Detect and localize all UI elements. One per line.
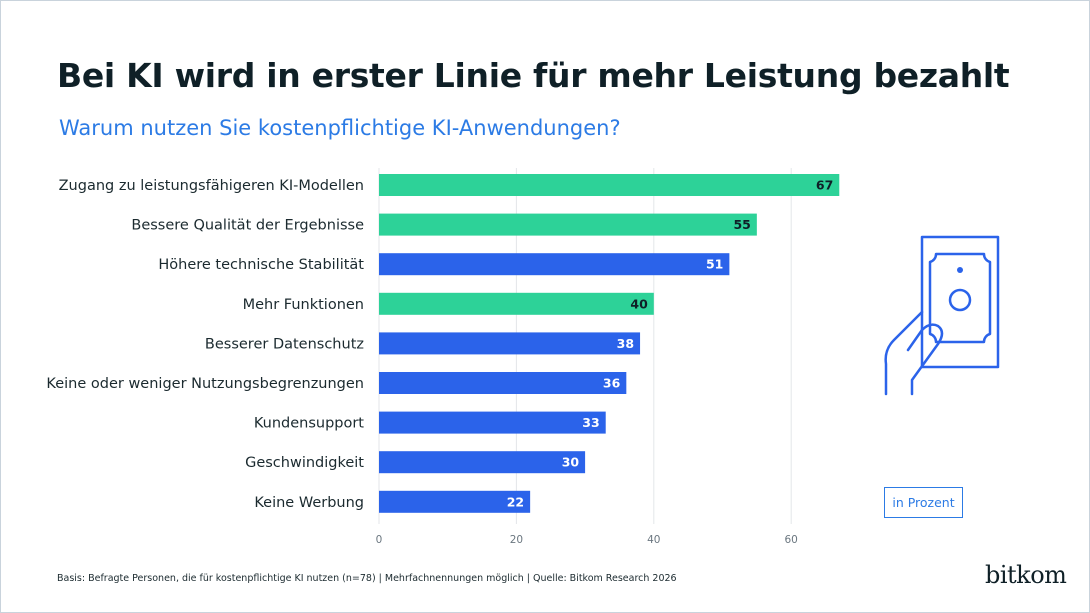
category-label: Bessere Qualität der Ergebnisse [131, 218, 364, 234]
category-label: Keine Werbung [254, 495, 364, 511]
source-footnote: Basis: Befragte Personen, die für kosten… [57, 573, 677, 584]
unit-label: in Prozent [884, 487, 963, 518]
bar [379, 213, 757, 236]
bar [379, 332, 641, 355]
x-tick-label: 40 [647, 534, 660, 546]
category-label: Geschwindigkeit [245, 455, 364, 471]
x-tick-label: 20 [510, 534, 523, 546]
data-label: 33 [582, 415, 599, 430]
category-label: Höhere technische Stabilität [158, 257, 364, 273]
category-label: Kundensupport [254, 416, 364, 432]
data-label: 38 [617, 336, 634, 351]
data-label: 36 [603, 376, 621, 391]
bar [379, 411, 606, 434]
category-label: Zugang zu leistungsfähigeren KI-Modellen [59, 178, 364, 194]
data-label: 22 [507, 494, 524, 509]
category-label: Keine oder weniger Nutzungsbegrenzungen [46, 376, 364, 392]
data-label: 67 [816, 178, 833, 193]
x-tick-label: 0 [376, 534, 383, 546]
data-label: 40 [630, 296, 648, 311]
data-label: 51 [706, 257, 723, 272]
category-label: Mehr Funktionen [243, 297, 364, 313]
bar [379, 174, 840, 196]
brand-logo: bitkom [985, 561, 1067, 589]
bar [379, 372, 627, 394]
bar [379, 490, 531, 513]
x-tick-label: 60 [785, 534, 798, 546]
data-label: 55 [733, 217, 750, 232]
category-label: Besserer Datenschutz [205, 336, 364, 352]
hand-holding-banknote-icon [880, 232, 1004, 406]
chart-subtitle: Warum nutzen Sie kostenpflichtige KI-Anw… [59, 116, 621, 140]
data-label: 30 [562, 455, 580, 470]
bar [379, 451, 586, 474]
bar [379, 253, 730, 276]
chart-title: Bei KI wird in erster Linie für mehr Lei… [57, 56, 1010, 95]
bar [379, 292, 654, 315]
